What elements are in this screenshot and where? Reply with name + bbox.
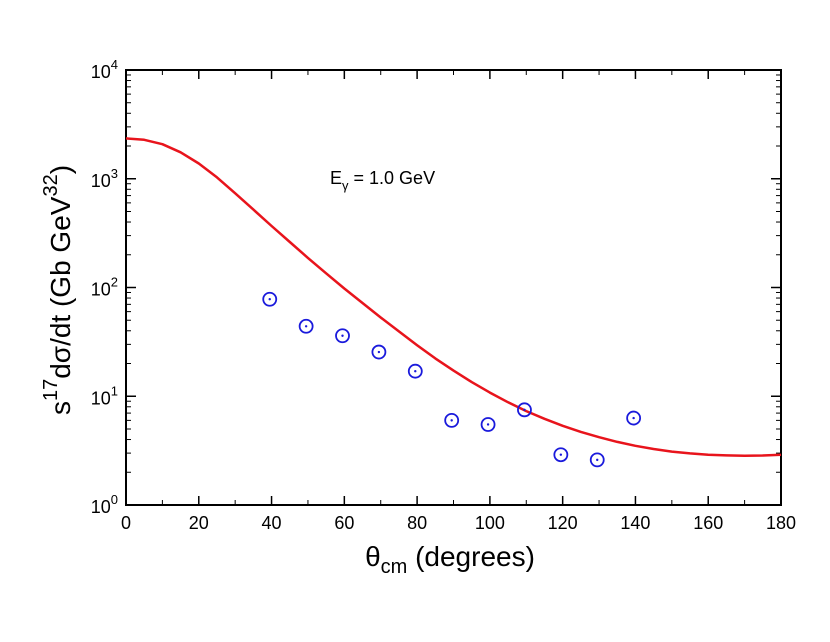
data-point — [480, 417, 496, 432]
data-point-ring — [589, 452, 605, 468]
data-point — [371, 344, 387, 360]
data-point — [335, 328, 350, 344]
y-tick-label: 104 — [91, 57, 118, 82]
x-tick-label: 180 — [766, 513, 796, 533]
data-point-ring — [444, 412, 460, 428]
data-point-center — [523, 408, 526, 412]
x-tick-label: 80 — [407, 513, 427, 533]
x-tick-label: 20 — [189, 513, 209, 533]
data-point — [298, 318, 314, 334]
data-point — [262, 291, 278, 307]
data-point-center — [486, 423, 490, 426]
data-point-center — [268, 298, 271, 301]
data-point-center — [341, 334, 344, 337]
axis-ticks-group: 0 20 40 60 80 100 120 140 160 180 100 101 102 103 104 — [91, 57, 796, 533]
data-point-ring — [626, 410, 642, 426]
data-point-ring — [262, 291, 278, 307]
data-point — [626, 410, 642, 426]
data-point-center — [632, 416, 635, 420]
data-point — [553, 447, 569, 463]
y-tick-label: 100 — [91, 492, 118, 517]
x-tick-label: 100 — [475, 513, 505, 533]
data-point-center — [414, 369, 417, 373]
x-tick-label: 120 — [548, 513, 578, 533]
data-point — [589, 452, 605, 468]
data-point-center — [596, 458, 599, 462]
data-point-ring — [335, 328, 350, 344]
data-point-ring — [298, 318, 314, 334]
data-point — [444, 412, 460, 428]
y-axis-label: s17dσ/dt (Gb GeV32) — [40, 165, 76, 415]
x-tick-label: 40 — [262, 513, 282, 533]
y-tick-label: 103 — [91, 166, 118, 191]
data-points-group — [262, 291, 642, 468]
x-axis-label: θcm (degrees) — [365, 541, 535, 578]
x-tick-label: 160 — [693, 513, 723, 533]
plot-frame — [125, 69, 782, 506]
data-point-center — [559, 453, 563, 456]
x-tick-label: 140 — [620, 513, 650, 533]
data-point — [517, 402, 532, 418]
data-point-center — [377, 350, 381, 354]
data-point-ring — [407, 363, 423, 379]
energy-annotation: Eγ = 1.0 GeV — [330, 168, 435, 193]
x-tick-label: 60 — [334, 513, 354, 533]
y-tick-label: 102 — [91, 275, 118, 300]
data-point-center — [304, 325, 308, 328]
y-tick-label: 101 — [91, 383, 118, 408]
x-tick-label: 0 — [121, 513, 131, 533]
data-point-center — [450, 419, 453, 422]
data-point-ring — [553, 447, 569, 463]
data-point-ring — [371, 344, 387, 360]
model-curve-group — [125, 137, 782, 457]
data-point-ring — [517, 402, 532, 418]
plot-area — [125, 69, 782, 506]
data-point — [407, 363, 423, 379]
data-point-ring — [480, 417, 496, 432]
model-curve — [125, 137, 782, 457]
